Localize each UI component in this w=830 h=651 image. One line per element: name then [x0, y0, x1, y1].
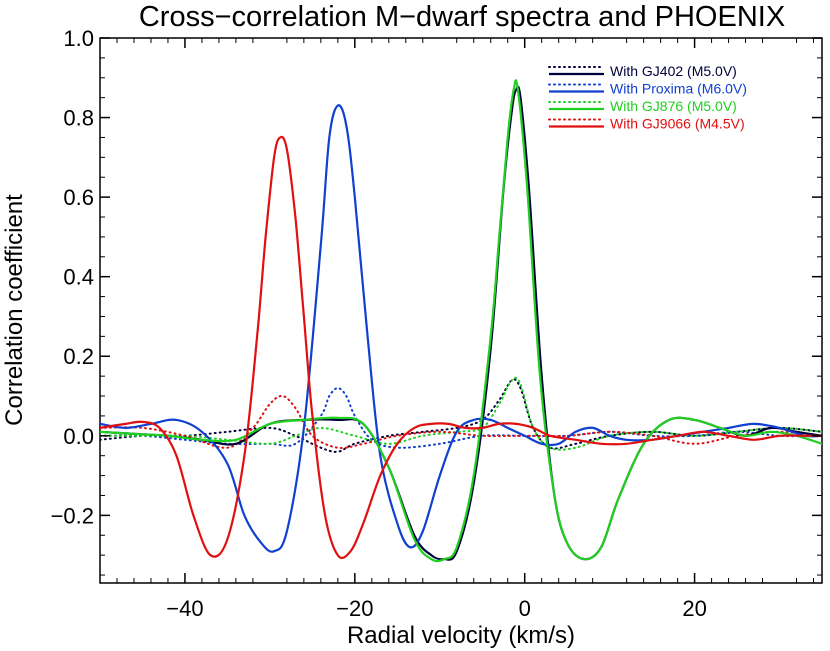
x-axis-label: Radial velocity (km/s) — [347, 622, 575, 649]
series-line-0-dotted — [100, 378, 822, 453]
y-tick-label: 0.0 — [63, 424, 94, 449]
x-tick-label: 0 — [519, 596, 531, 621]
x-tick-label: −40 — [166, 596, 203, 621]
legend: With GJ402 (M5.0V)With Proxima (M6.0V)Wi… — [548, 63, 747, 132]
x-tick-label: 20 — [682, 596, 706, 621]
y-tick-label: 0.4 — [63, 265, 94, 290]
series-line-3-solid — [100, 135, 822, 560]
y-tick-label: 0.8 — [63, 106, 94, 131]
y-tick-label: 0.6 — [63, 185, 94, 210]
chart-title: Cross−correlation M−dwarf spectra and PH… — [139, 1, 785, 33]
series-line-3-dotted — [100, 394, 822, 450]
legend-label: With GJ876 (M5.0V) — [610, 98, 737, 114]
y-tick-label: 1.0 — [63, 26, 94, 51]
series-layer — [100, 79, 822, 563]
series-line-1-solid — [100, 104, 822, 553]
series-line-2-solid — [100, 79, 822, 563]
legend-label: With GJ9066 (M4.5V) — [610, 116, 745, 132]
legend-label: With Proxima (M6.0V) — [610, 81, 747, 97]
legend-label: With GJ402 (M5.0V) — [610, 63, 737, 79]
x-tick-label: −20 — [336, 596, 373, 621]
plot-frame — [99, 37, 823, 584]
y-tick-label: 0.2 — [63, 344, 94, 369]
y-axis-label: Correlation coefficient — [1, 194, 28, 426]
tick-layer: −40 −20 0 20 1.0 0.8 0.6 0.4 0.2 0.0 −0.2 — [51, 26, 822, 621]
y-tick-label: −0.2 — [51, 503, 94, 528]
series-line-0-solid — [100, 85, 822, 561]
